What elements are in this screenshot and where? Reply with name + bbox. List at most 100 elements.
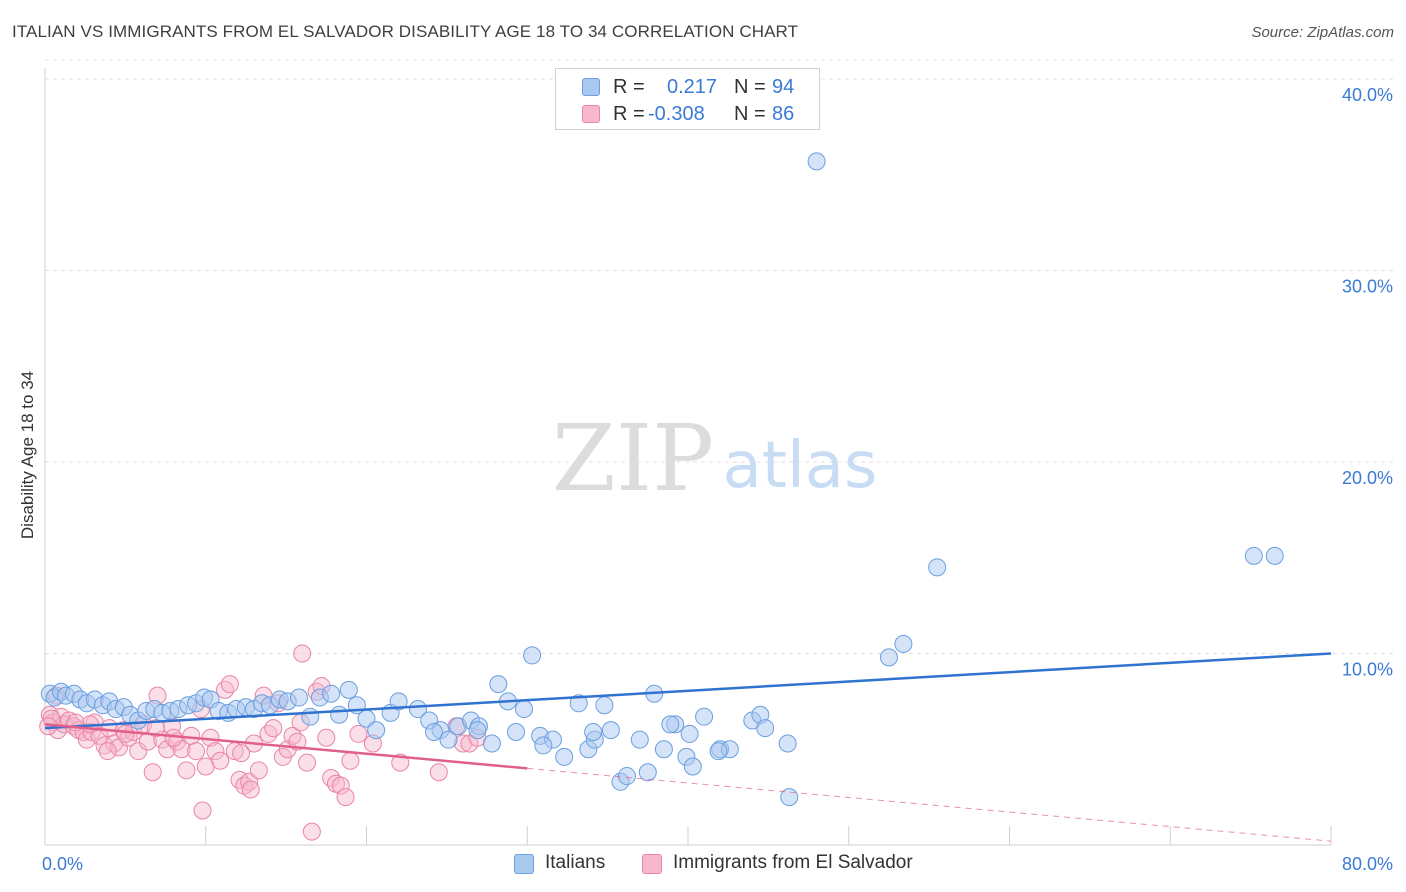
italian-point — [534, 736, 553, 755]
salvador-point — [129, 742, 148, 761]
y-axis-title: Disability Age 18 to 34 — [18, 371, 37, 539]
legend-r-label: R = — [613, 103, 645, 125]
series-legend-swatch-italians — [514, 854, 534, 874]
legend-r-value-salvador: -0.308 — [648, 103, 705, 125]
italian-point — [630, 730, 649, 749]
italian-point — [482, 734, 501, 753]
italian-point — [709, 742, 728, 761]
salvador-point — [331, 776, 350, 795]
italian-point — [695, 707, 714, 726]
salvador-point — [264, 719, 283, 738]
salvador-point — [240, 772, 259, 791]
salvador-point — [98, 742, 117, 761]
italian-point — [569, 694, 588, 713]
salvador-point — [216, 680, 235, 699]
salvador-point — [241, 780, 260, 799]
salvador-point — [206, 742, 225, 761]
salvador-point — [193, 801, 212, 820]
salvador-point — [90, 726, 109, 745]
salvador-point — [60, 711, 79, 730]
legend-n-label: N = — [734, 76, 766, 98]
italian-point — [601, 721, 620, 740]
italian-point — [1244, 546, 1263, 565]
italian-point — [515, 700, 534, 719]
italian-point — [339, 680, 358, 699]
italian-point — [654, 740, 673, 759]
italian-point — [928, 558, 947, 577]
trend-lines — [44, 652, 1332, 842]
salvador-point — [158, 740, 177, 759]
salvador-point — [349, 724, 368, 743]
y-tick-label: 40.0% — [1342, 85, 1393, 105]
salvador-point — [211, 751, 230, 770]
series-legend-label-italians: Italians — [545, 852, 606, 873]
italian-point — [778, 734, 797, 753]
salvador-point — [177, 761, 196, 780]
legend-swatch-salvador — [582, 105, 600, 123]
italian-point — [807, 152, 826, 171]
chart-title: ITALIAN VS IMMIGRANTS FROM EL SALVADOR D… — [12, 22, 799, 41]
grid-layer — [45, 59, 1395, 654]
legend-r-label: R = — [613, 76, 645, 98]
italian-point — [661, 715, 680, 734]
italian-point — [408, 700, 427, 719]
salvador-point — [302, 822, 321, 841]
italians-trend-line — [44, 652, 1332, 730]
salvador-point — [259, 724, 278, 743]
x-tick-label: 0.0% — [42, 854, 83, 874]
italian-point — [389, 692, 408, 711]
italian-point — [595, 696, 614, 715]
salvador-point — [322, 768, 341, 787]
salvador-trend-extension — [527, 767, 1332, 842]
salvador-point — [232, 744, 251, 763]
series-legend-label-salvador: Immigrants from El Salvador — [673, 852, 913, 873]
salvador-point — [317, 728, 336, 747]
salvador-point — [336, 788, 355, 807]
legend-n-label: N = — [734, 103, 766, 125]
axis-layer — [44, 68, 1332, 846]
salvador-point — [283, 726, 302, 745]
salvador-trend-line — [44, 723, 528, 770]
italian-point — [506, 723, 525, 742]
salvador-point — [220, 675, 239, 694]
italian-point — [1265, 546, 1284, 565]
legend-row-italians: R = 0.217 N = 94 — [556, 74, 819, 100]
italian-point — [322, 684, 341, 703]
salvador-point — [187, 742, 206, 761]
salvador-point — [298, 753, 317, 772]
italian-point — [301, 707, 320, 726]
chart-source: Source: ZipAtlas.com — [1251, 24, 1394, 41]
watermark-zip: ZIP — [552, 405, 714, 512]
salvador-point — [429, 763, 448, 782]
salvador-points — [39, 644, 487, 841]
italian-point — [425, 723, 444, 742]
italian-point — [756, 719, 775, 738]
series-legend: Italians Immigrants from El Salvador — [0, 850, 1406, 880]
y-tick-label: 10.0% — [1342, 660, 1393, 680]
correlation-legend: R = 0.217 N = 94 R = -0.308 N = 86 — [555, 68, 820, 130]
salvador-point — [249, 761, 268, 780]
salvador-point — [146, 719, 165, 738]
italian-point — [489, 675, 508, 694]
italian-point — [879, 648, 898, 667]
legend-n-value-italians: 94 — [772, 76, 795, 98]
italian-point — [683, 757, 702, 776]
italian-point — [617, 767, 636, 786]
y-tick-label: 20.0% — [1342, 468, 1393, 488]
italian-point — [523, 646, 542, 665]
axis-labels: 10.0% 20.0% 30.0% 40.0% 0.0% 80.0% Disability … — [18, 85, 1393, 874]
legend-r-value-italians: 0.217 — [667, 76, 718, 98]
legend-swatch-italians — [582, 78, 600, 96]
watermark: ZIP atlas — [552, 405, 877, 512]
y-tick-label: 30.0% — [1342, 277, 1393, 297]
salvador-point — [182, 726, 201, 745]
italian-point — [367, 721, 386, 740]
salvador-point — [143, 763, 162, 782]
italian-point — [584, 723, 603, 742]
italian-point — [555, 747, 574, 766]
salvador-point — [293, 644, 312, 663]
legend-n-value-salvador: 86 — [772, 103, 795, 125]
salvador-point — [116, 724, 135, 743]
italian-point — [289, 688, 308, 707]
